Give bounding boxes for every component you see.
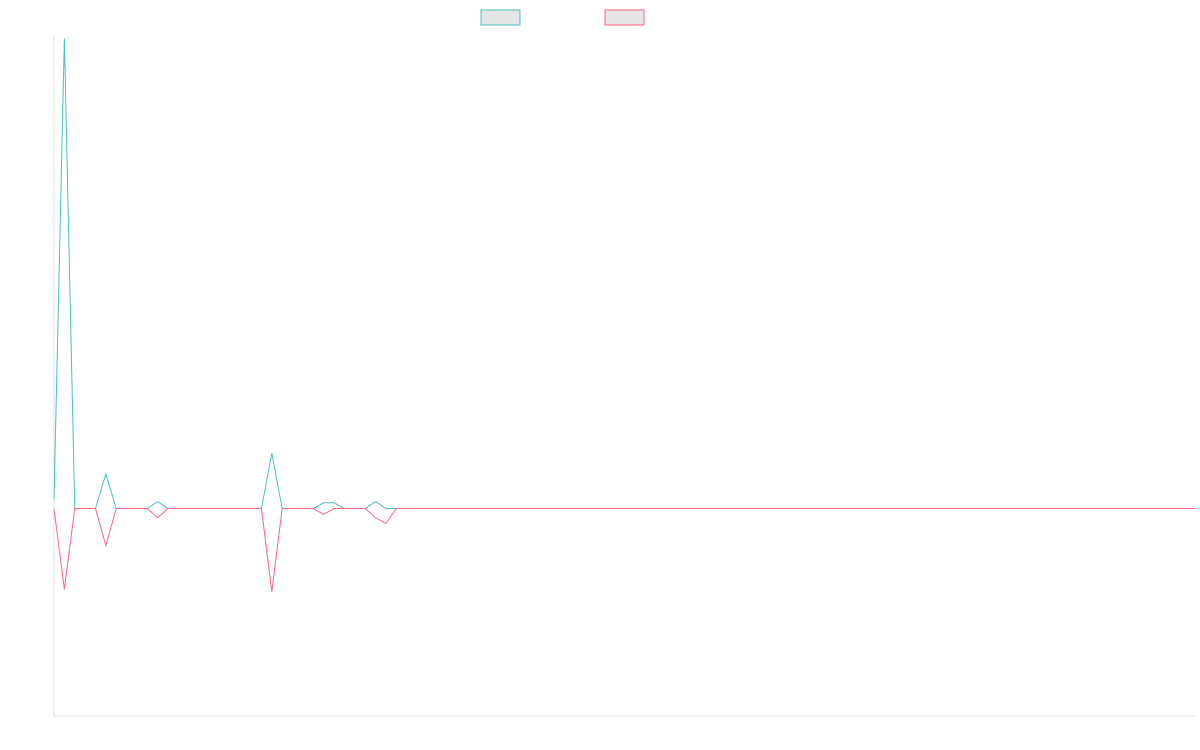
- legend-swatch-2[interactable]: [604, 9, 645, 26]
- series-line-1: [53, 38, 1195, 510]
- series-line-2: [53, 508, 1195, 592]
- series-group: [53, 38, 1195, 592]
- legend: [480, 9, 645, 26]
- axes: [53, 36, 1195, 717]
- legend-swatch-1[interactable]: [480, 9, 521, 26]
